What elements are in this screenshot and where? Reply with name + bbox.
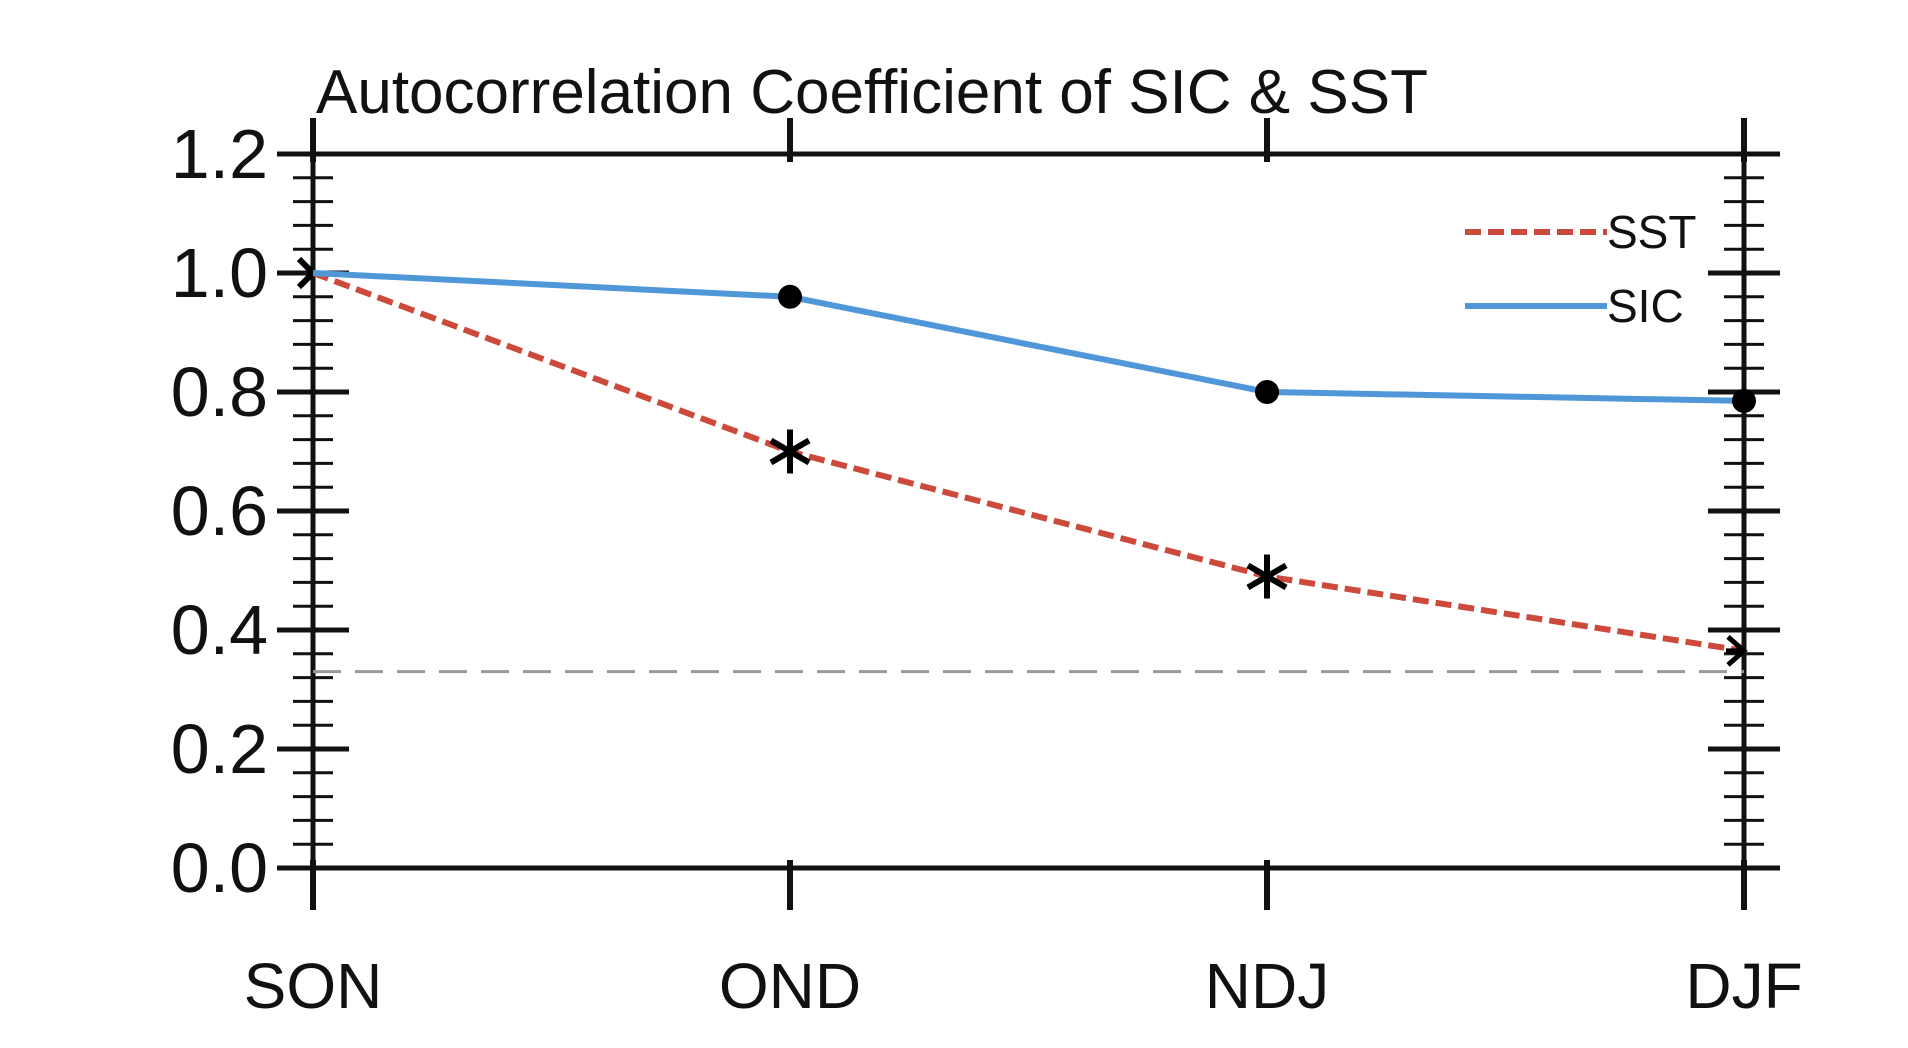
data-point-sic bbox=[1732, 388, 1756, 413]
series-line-sst bbox=[311, 270, 1745, 654]
legend-label-sic: SIC bbox=[1607, 280, 1684, 332]
y-tick-label: 0.8 bbox=[171, 353, 268, 431]
plot-frame bbox=[310, 151, 1747, 871]
legend: SST SIC bbox=[1465, 206, 1696, 332]
y-tick-label: 0.6 bbox=[171, 472, 268, 550]
y-tick-label: 1.2 bbox=[171, 115, 268, 193]
x-tick-label: SON bbox=[244, 950, 383, 1022]
y-tick-label: 1.0 bbox=[171, 234, 268, 312]
legend-label-sst: SST bbox=[1607, 206, 1696, 258]
data-point-sst bbox=[769, 429, 811, 474]
series-layer bbox=[296, 256, 1756, 667]
x-tick-label: NDJ bbox=[1205, 950, 1329, 1022]
asterisk-stroke bbox=[1246, 562, 1288, 591]
x-axis: SON OND NDJ DJF bbox=[244, 118, 1803, 1022]
y-tick-label: 0.0 bbox=[171, 829, 268, 907]
x-tick-label: OND bbox=[719, 950, 861, 1022]
y-tick-label: 0.2 bbox=[171, 710, 268, 788]
data-point-sst bbox=[1726, 634, 1748, 667]
plot-border bbox=[310, 151, 1747, 871]
data-point-sst bbox=[1246, 554, 1288, 599]
asterisk-stroke bbox=[769, 437, 811, 466]
chart-title: Autocorrelation Coefficient of SIC & SST bbox=[316, 58, 1428, 127]
data-point-sic bbox=[778, 284, 802, 309]
y-tick-label: 0.4 bbox=[171, 591, 268, 669]
data-point-sic bbox=[1255, 380, 1279, 404]
x-tick-label: DJF bbox=[1685, 950, 1802, 1022]
y-axis: 0.0 0.2 0.4 0.6 0.8 1.0 1.2 bbox=[171, 115, 1780, 907]
series-line-sic bbox=[312, 270, 1745, 404]
